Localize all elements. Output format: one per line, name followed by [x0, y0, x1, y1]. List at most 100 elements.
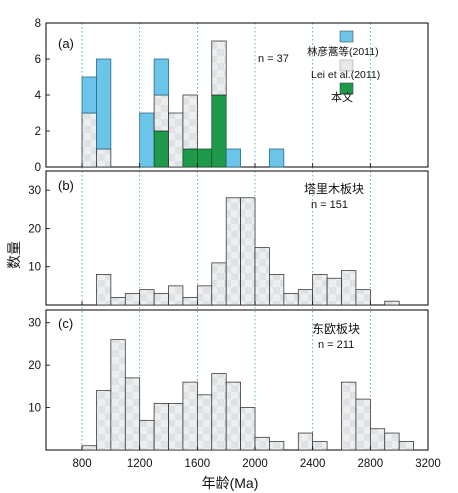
- y-tick-label-8: 8: [35, 18, 41, 30]
- x-tick-label-2000: 2000: [242, 458, 268, 470]
- bar-2900: [384, 300, 400, 306]
- panel-c-x-ticks: [81, 446, 429, 450]
- bar-2200: [283, 293, 299, 306]
- bar-1300-green: [153, 130, 169, 168]
- bar-1000: [110, 339, 126, 451]
- y-tick-label-0: 0: [35, 162, 41, 174]
- bar-1900: [240, 197, 256, 306]
- bar-3000: [398, 441, 414, 451]
- bar-1600: [197, 394, 213, 451]
- y-axis-title: 数量: [6, 241, 22, 269]
- bar-2700: [355, 398, 371, 451]
- bar-2300: [297, 432, 314, 451]
- bar-1100: [124, 377, 141, 451]
- bar-1300: [153, 402, 169, 451]
- bar-2900: [384, 432, 400, 451]
- x-axis-title: 年龄(Ma): [202, 475, 259, 491]
- legend-swatch-blue: [339, 30, 354, 43]
- bar-2600: [341, 270, 357, 306]
- bar-2500: [326, 277, 342, 306]
- y-tick-label-6: 6: [35, 54, 41, 66]
- x-tick-label-1600: 1600: [185, 458, 211, 470]
- bar-1800: [225, 381, 241, 451]
- bar-1300: [153, 293, 169, 306]
- panel-b-x-ticks: [81, 301, 429, 305]
- bar-1300-gray: [153, 94, 169, 132]
- panel-a-legend: 林彦蒿等(2011) Lei et al.(2011) 本文: [307, 30, 380, 104]
- panel-c-label: (c): [58, 316, 73, 331]
- panel-b: 10 20 30 (b) 塔里木板块 n = 151: [28, 170, 429, 306]
- x-tick-label-1200: 1200: [127, 458, 153, 470]
- y-tick-label-10: 10: [28, 262, 41, 274]
- bar-2000: [254, 436, 270, 451]
- bar-1800: [225, 197, 241, 306]
- bar-900-gray: [96, 148, 112, 168]
- bar-2100: [269, 274, 285, 306]
- panel-b-title: 塔里木板块: [304, 182, 364, 196]
- bar-1500-green: [182, 148, 198, 168]
- panel-c-bars: [81, 339, 414, 451]
- bar-2100-blue: [269, 148, 285, 168]
- panel-b-label: (b): [58, 178, 74, 193]
- bar-1700-gray: [211, 40, 227, 96]
- panel-c-n-annotation: n = 211: [318, 339, 354, 351]
- x-tick-labels: 800 1200 1600 2000 2400 2800 3200: [72, 458, 440, 470]
- panel-a-bars: [81, 40, 285, 168]
- y-tick-label-4: 4: [35, 90, 42, 102]
- bar-1500: [182, 381, 198, 451]
- legend-label-this-study: 本文: [331, 90, 353, 104]
- bar-2000: [254, 247, 270, 306]
- bar-1000: [110, 296, 126, 306]
- panel-c-title: 东欧板块: [312, 322, 360, 336]
- y-tick-label-30: 30: [28, 318, 41, 330]
- legend-label-lin: 林彦蒿等(2011): [307, 45, 379, 58]
- bar-1800-blue: [225, 148, 241, 168]
- y-tick-label-20: 20: [28, 223, 41, 235]
- panel-c-y-axis: 10 20 30: [28, 318, 50, 415]
- bar-2800: [369, 428, 386, 451]
- x-tick-label-800: 800: [72, 458, 91, 470]
- bar-2700: [355, 289, 371, 306]
- panel-b-n-annotation: n = 151: [311, 199, 348, 211]
- x-tick-label-2800: 2800: [358, 458, 384, 470]
- y-tick-label-20: 20: [28, 360, 41, 372]
- bar-2400: [312, 441, 328, 451]
- bar-2400: [312, 274, 328, 306]
- bar-1600-green: [197, 148, 213, 168]
- bar-1200: [139, 289, 155, 306]
- bar-1200-blue: [139, 112, 155, 168]
- bar-1200: [139, 419, 155, 451]
- y-tick-label-10: 10: [28, 403, 41, 415]
- legend-swatch-gray: [339, 59, 354, 72]
- panel-b-bars: [96, 197, 400, 306]
- panel-b-y-axis: 10 20 30: [28, 185, 50, 274]
- bar-1400: [168, 402, 184, 451]
- bar-2300: [297, 289, 314, 306]
- bar-1400: [168, 285, 184, 306]
- bar-1700-green: [211, 94, 227, 168]
- bar-800: [81, 445, 97, 451]
- bar-900: [96, 390, 112, 451]
- x-tick-label-3200: 3200: [415, 458, 441, 470]
- bar-1600: [197, 285, 213, 306]
- y-tick-label-30: 30: [28, 185, 41, 197]
- panel-a-label: (a): [58, 36, 74, 51]
- y-tick-label-2: 2: [35, 126, 41, 138]
- bar-1500-gray: [182, 94, 198, 150]
- panel-a-x-ticks: [81, 163, 429, 167]
- bar-1400-gray: [168, 112, 184, 168]
- bar-900-blue: [96, 58, 112, 150]
- bar-1900: [240, 407, 256, 451]
- bar-1700: [211, 262, 227, 306]
- panel-a-n-annotation: n = 37: [258, 53, 289, 65]
- legend-swatch-green: [339, 82, 354, 95]
- bar-800-blue: [81, 76, 97, 114]
- bar-1700: [211, 373, 227, 451]
- bar-2600: [341, 381, 357, 451]
- bar-2100: [269, 441, 285, 451]
- bar-800-gray: [81, 112, 97, 168]
- bar-1300-blue: [153, 58, 169, 96]
- panel-c: 10 20 30 (c) 东欧板块 n = 211: [28, 309, 429, 451]
- x-tick-label-2400: 2400: [300, 458, 326, 470]
